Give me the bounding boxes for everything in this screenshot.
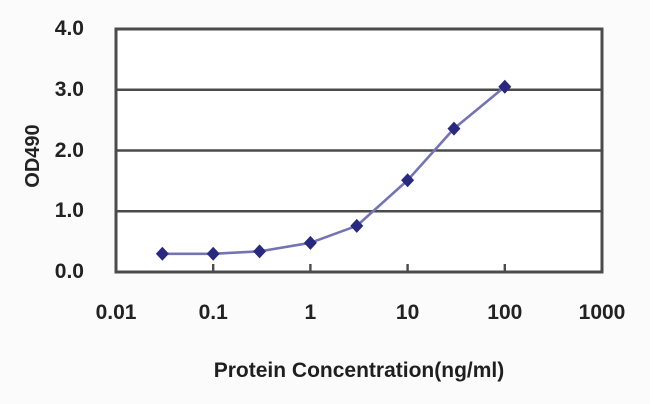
- y-tick-label: 2.0: [54, 138, 84, 162]
- x-tick-label: 1000: [578, 301, 626, 324]
- data-point-marker: [206, 246, 220, 261]
- x-tick-label: 100: [487, 301, 523, 324]
- y-tick-label: 0.0: [54, 260, 84, 283]
- data-point-marker: [253, 244, 267, 259]
- data-point-marker: [155, 246, 169, 261]
- x-tick-label: 1: [304, 301, 317, 324]
- x-axis-title: Protein Concentration(ng/ml): [213, 359, 505, 382]
- data-point-marker: [350, 218, 364, 233]
- x-tick-label: 0.1: [198, 301, 228, 324]
- data-point-marker: [401, 173, 415, 188]
- series-line: [162, 85, 506, 256]
- data-point-marker: [498, 79, 512, 94]
- y-tick-label: 3.0: [54, 77, 84, 101]
- plot-frame: [114, 27, 604, 274]
- x-tick-label: 10: [395, 301, 420, 324]
- data-point-marker: [303, 235, 317, 250]
- y-tick-label: 4.0: [54, 17, 84, 40]
- x-tick-label: 0.01: [95, 301, 137, 324]
- data-point-marker: [447, 121, 461, 136]
- y-tick-label: 1.0: [54, 199, 84, 223]
